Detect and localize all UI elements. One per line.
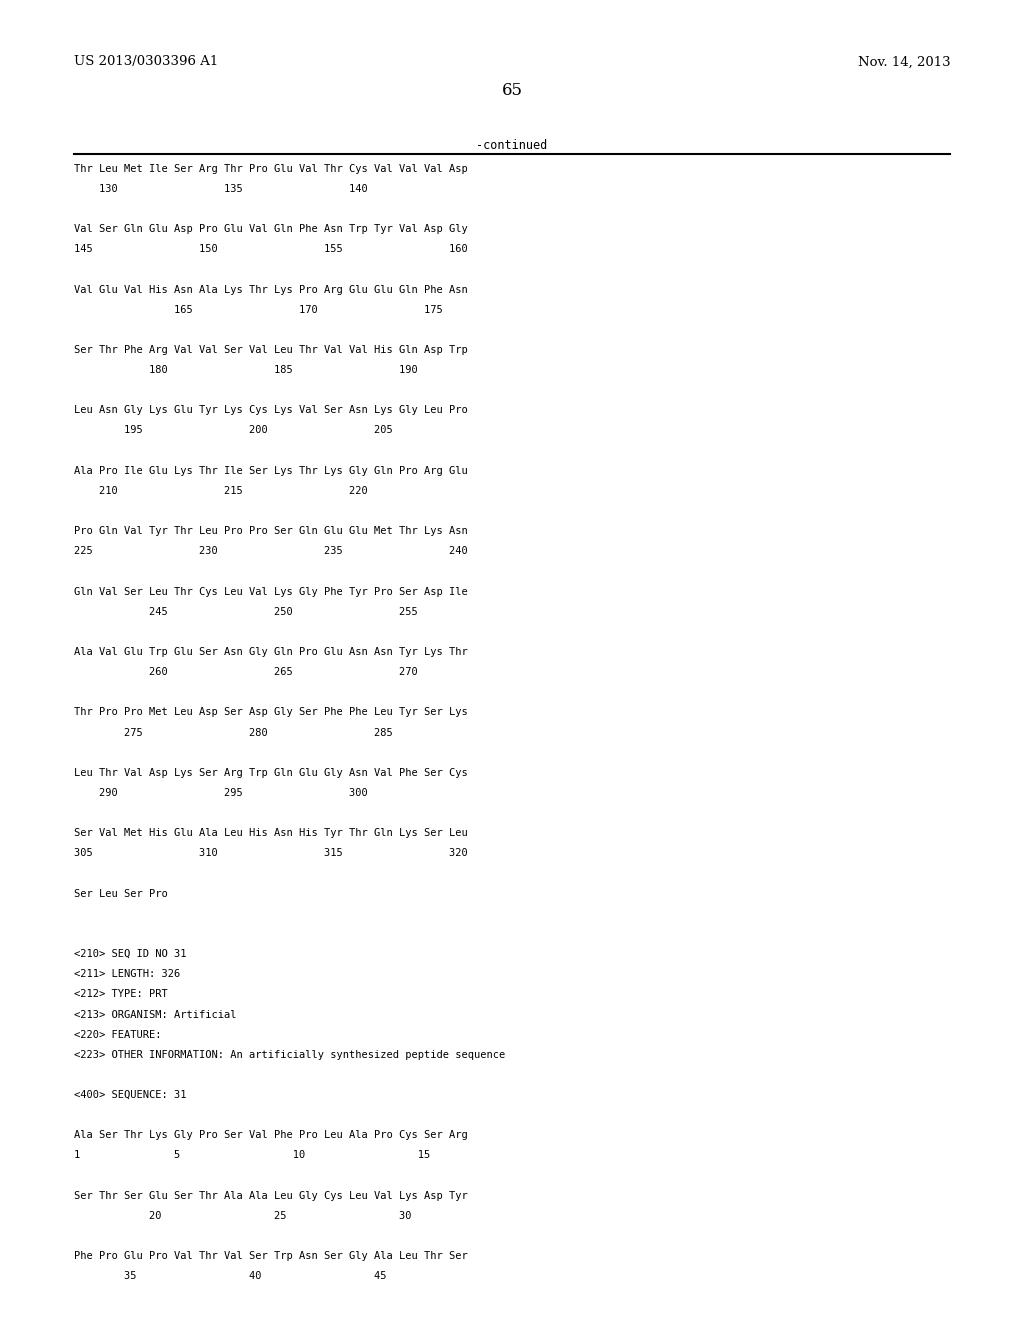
Text: 165                 170                 175: 165 170 175	[74, 305, 442, 314]
Text: 305                 310                 315                 320: 305 310 315 320	[74, 849, 468, 858]
Text: 1               5                  10                  15: 1 5 10 15	[74, 1151, 430, 1160]
Text: <400> SEQUENCE: 31: <400> SEQUENCE: 31	[74, 1090, 186, 1100]
Text: 130                 135                 140: 130 135 140	[74, 183, 368, 194]
Text: Thr Leu Met Ile Ser Arg Thr Pro Glu Val Thr Cys Val Val Val Asp: Thr Leu Met Ile Ser Arg Thr Pro Glu Val …	[74, 164, 468, 174]
Text: Gln Val Ser Leu Thr Cys Leu Val Lys Gly Phe Tyr Pro Ser Asp Ile: Gln Val Ser Leu Thr Cys Leu Val Lys Gly …	[74, 586, 468, 597]
Text: Leu Thr Val Asp Lys Ser Arg Trp Gln Glu Gly Asn Val Phe Ser Cys: Leu Thr Val Asp Lys Ser Arg Trp Gln Glu …	[74, 768, 468, 777]
Text: 145                 150                 155                 160: 145 150 155 160	[74, 244, 468, 255]
Text: 35                  40                  45: 35 40 45	[74, 1271, 386, 1282]
Text: <211> LENGTH: 326: <211> LENGTH: 326	[74, 969, 180, 979]
Text: 275                 280                 285: 275 280 285	[74, 727, 392, 738]
Text: Thr Pro Pro Met Leu Asp Ser Asp Gly Ser Phe Phe Leu Tyr Ser Lys: Thr Pro Pro Met Leu Asp Ser Asp Gly Ser …	[74, 708, 468, 718]
Text: 65: 65	[502, 82, 522, 99]
Text: <210> SEQ ID NO 31: <210> SEQ ID NO 31	[74, 949, 186, 960]
Text: Val Ser Gln Glu Asp Pro Glu Val Gln Phe Asn Trp Tyr Val Asp Gly: Val Ser Gln Glu Asp Pro Glu Val Gln Phe …	[74, 224, 468, 234]
Text: Phe Pro Glu Pro Val Thr Val Ser Trp Asn Ser Gly Ala Leu Thr Ser: Phe Pro Glu Pro Val Thr Val Ser Trp Asn …	[74, 1251, 468, 1261]
Text: 180                 185                 190: 180 185 190	[74, 366, 418, 375]
Text: Val Glu Val His Asn Ala Lys Thr Lys Pro Arg Glu Glu Gln Phe Asn: Val Glu Val His Asn Ala Lys Thr Lys Pro …	[74, 285, 468, 294]
Text: Nov. 14, 2013: Nov. 14, 2013	[858, 55, 950, 69]
Text: 260                 265                 270: 260 265 270	[74, 667, 418, 677]
Text: Ala Val Glu Trp Glu Ser Asn Gly Gln Pro Glu Asn Asn Tyr Lys Thr: Ala Val Glu Trp Glu Ser Asn Gly Gln Pro …	[74, 647, 468, 657]
Text: Pro Gln Val Tyr Thr Leu Pro Pro Ser Gln Glu Glu Met Thr Lys Asn: Pro Gln Val Tyr Thr Leu Pro Pro Ser Gln …	[74, 527, 468, 536]
Text: <220> FEATURE:: <220> FEATURE:	[74, 1030, 161, 1040]
Text: Ala Ser Thr Lys Gly Pro Ser Val Phe Pro Leu Ala Pro Cys Ser Arg: Ala Ser Thr Lys Gly Pro Ser Val Phe Pro …	[74, 1130, 468, 1140]
Text: 225                 230                 235                 240: 225 230 235 240	[74, 546, 468, 556]
Text: US 2013/0303396 A1: US 2013/0303396 A1	[74, 55, 218, 69]
Text: <223> OTHER INFORMATION: An artificially synthesized peptide sequence: <223> OTHER INFORMATION: An artificially…	[74, 1049, 505, 1060]
Text: Leu Asn Gly Lys Glu Tyr Lys Cys Lys Val Ser Asn Lys Gly Leu Pro: Leu Asn Gly Lys Glu Tyr Lys Cys Lys Val …	[74, 405, 468, 416]
Text: 245                 250                 255: 245 250 255	[74, 607, 418, 616]
Text: 20                  25                  30: 20 25 30	[74, 1210, 412, 1221]
Text: -continued: -continued	[476, 139, 548, 152]
Text: Ser Thr Phe Arg Val Val Ser Val Leu Thr Val Val His Gln Asp Trp: Ser Thr Phe Arg Val Val Ser Val Leu Thr …	[74, 345, 468, 355]
Text: <212> TYPE: PRT: <212> TYPE: PRT	[74, 990, 168, 999]
Text: Ser Val Met His Glu Ala Leu His Asn His Tyr Thr Gln Lys Ser Leu: Ser Val Met His Glu Ala Leu His Asn His …	[74, 828, 468, 838]
Text: Ala Pro Ile Glu Lys Thr Ile Ser Lys Thr Lys Gly Gln Pro Arg Glu: Ala Pro Ile Glu Lys Thr Ile Ser Lys Thr …	[74, 466, 468, 475]
Text: Ser Thr Ser Glu Ser Thr Ala Ala Leu Gly Cys Leu Val Lys Asp Tyr: Ser Thr Ser Glu Ser Thr Ala Ala Leu Gly …	[74, 1191, 468, 1201]
Text: Ser Leu Ser Pro: Ser Leu Ser Pro	[74, 888, 168, 899]
Text: 290                 295                 300: 290 295 300	[74, 788, 368, 799]
Text: 195                 200                 205: 195 200 205	[74, 425, 392, 436]
Text: 210                 215                 220: 210 215 220	[74, 486, 368, 496]
Text: <213> ORGANISM: Artificial: <213> ORGANISM: Artificial	[74, 1010, 237, 1019]
